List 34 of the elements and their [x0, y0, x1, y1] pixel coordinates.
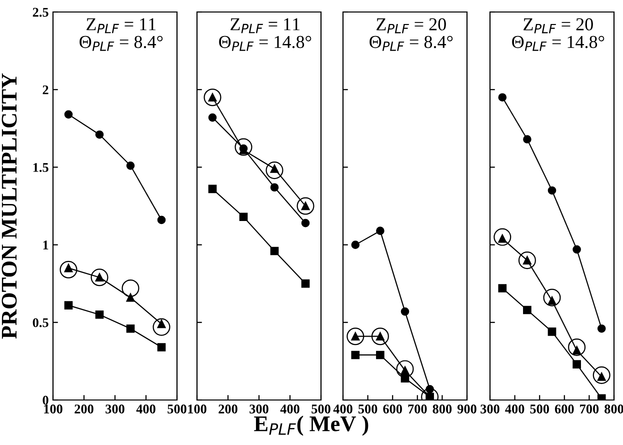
- x-tick-label: 400: [333, 404, 352, 414]
- y-tick-label: 0.5: [32, 318, 48, 328]
- x-tick-label: 500: [168, 404, 186, 414]
- x-tick-label: 300: [106, 404, 124, 414]
- x-axis-title: E$_{PLF}$( MeV ): [254, 416, 368, 436]
- chart-title: Z$_{PLF}$ = 20 Θ$_{PLF}$ = 14.8°: [512, 18, 604, 51]
- x-tick-label: 900: [457, 404, 476, 414]
- chart-title: Z$_{PLF}$ = 20 Θ$_{PLF}$ = 8.4°: [370, 18, 453, 51]
- x-tick-label: 800: [604, 404, 623, 414]
- y-tick-label: 1.5: [33, 163, 48, 172]
- chart-title: Z$_{PLF}$ = 11 Θ$_{PLF}$ = 8.4°: [80, 18, 163, 51]
- x-tick-label: 800: [432, 404, 452, 414]
- x-tick-label: 100: [44, 404, 62, 414]
- x-tick-label: 500: [312, 404, 330, 414]
- x-tick-label: 300: [480, 404, 500, 414]
- x-tick-label: 700: [580, 404, 599, 414]
- y-axis-title: PROTON MULTIPLICITY: [2, 73, 17, 339]
- x-tick-label: 300: [250, 404, 268, 414]
- x-tick-label: 400: [505, 404, 524, 414]
- y-tick-label: 0: [42, 396, 48, 405]
- x-tick-label: 600: [383, 404, 402, 414]
- chart-title: Z$_{PLF}$ = 11 Θ$_{PLF}$ = 14.8°: [219, 18, 312, 51]
- y-tick-label: 2.5: [32, 8, 48, 17]
- x-tick-label: 200: [218, 404, 238, 414]
- y-tick-label: 1: [43, 240, 48, 250]
- x-tick-label: 600: [554, 404, 574, 414]
- y-tick-label: 2: [42, 85, 48, 94]
- x-tick-label: 200: [74, 404, 94, 414]
- x-tick-label: 500: [530, 404, 549, 414]
- x-tick-label: 400: [280, 404, 300, 414]
- x-tick-label: 700: [408, 404, 427, 414]
- x-tick-label: 500: [358, 404, 378, 414]
- x-tick-label: 100: [188, 404, 206, 414]
- x-tick-label: 400: [136, 404, 156, 414]
